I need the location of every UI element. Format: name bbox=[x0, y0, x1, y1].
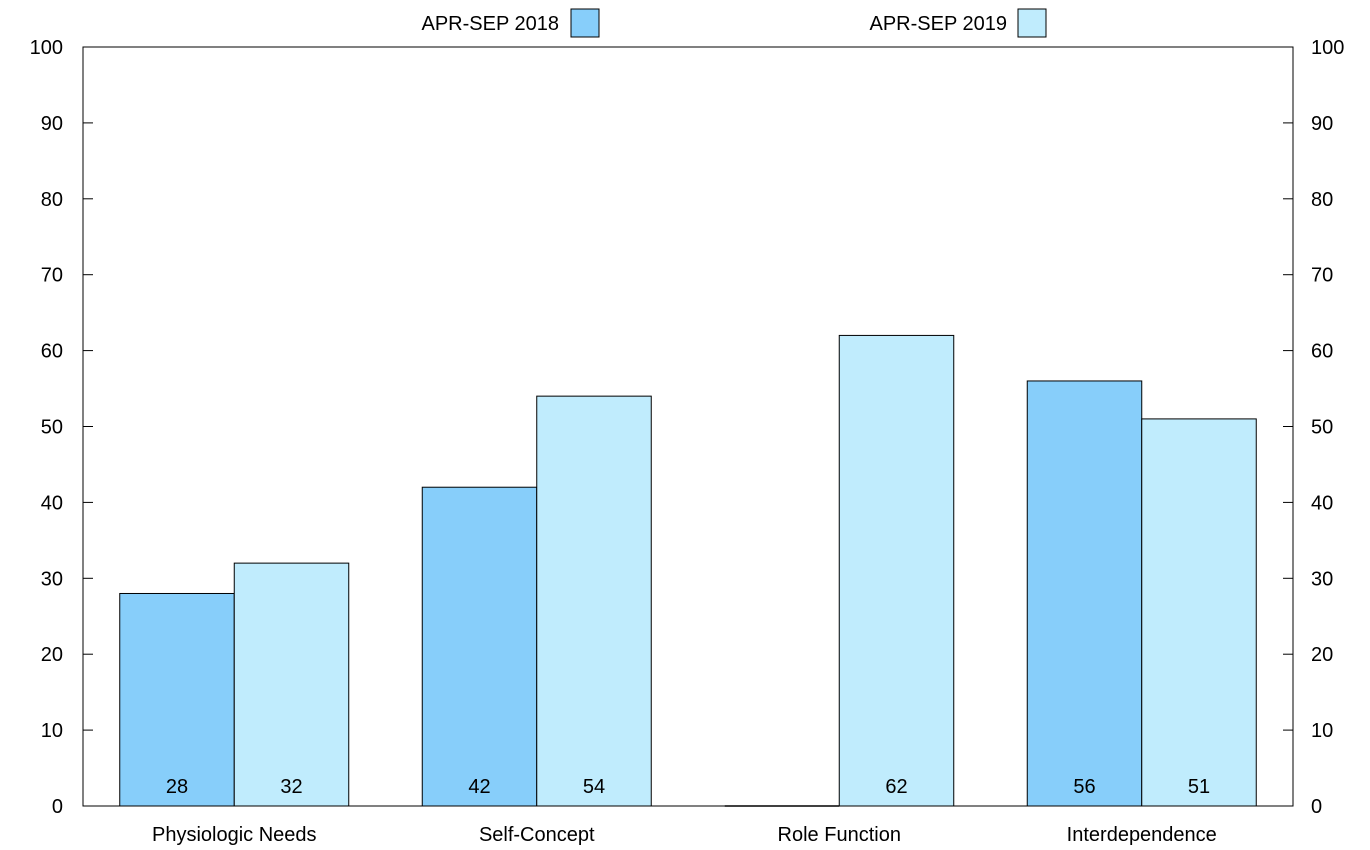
legend-label: APR-SEP 2019 bbox=[870, 13, 1008, 35]
y-tick-label-left: 90 bbox=[41, 113, 63, 135]
legend-swatch bbox=[570, 8, 600, 38]
value-label: 62 bbox=[885, 776, 907, 798]
value-labels: 28 32 42 54 62 56 51 bbox=[166, 776, 1210, 798]
y-tick-label-right: 30 bbox=[1311, 568, 1333, 590]
value-label: 32 bbox=[280, 776, 302, 798]
y-tick-label-right: 70 bbox=[1311, 265, 1333, 287]
y-tick-label-left: 100 bbox=[30, 37, 63, 59]
x-axis: Physiologic Needs Self-Concept Role Functi… bbox=[152, 824, 1217, 846]
y-tick-label-left: 20 bbox=[41, 644, 63, 666]
legend: APR-SEP 2018 APR-SEP 2019 bbox=[422, 8, 1047, 38]
bar-2019-self-concept bbox=[536, 395, 652, 807]
bar-2018-interdependence bbox=[1026, 380, 1143, 807]
y-tick-label-left: 50 bbox=[41, 417, 63, 439]
y-tick-label-left: 80 bbox=[41, 189, 63, 211]
value-label: 56 bbox=[1073, 776, 1095, 798]
y-tick-label-left: 0 bbox=[52, 796, 63, 818]
y-tick-label-right: 20 bbox=[1311, 644, 1333, 666]
y-tick-label-left: 70 bbox=[41, 265, 63, 287]
category-label: Physiologic Needs bbox=[152, 824, 317, 846]
category-label: Role Function bbox=[778, 824, 901, 846]
y-tick-label-right: 90 bbox=[1311, 113, 1333, 135]
y-tick-label-right: 100 bbox=[1311, 37, 1344, 59]
y-tick-label-right: 80 bbox=[1311, 189, 1333, 211]
legend-swatch bbox=[1017, 8, 1047, 38]
plot-frame bbox=[82, 46, 1294, 807]
y-tick-label-right: 0 bbox=[1311, 796, 1322, 818]
bar-2019-role-function bbox=[838, 334, 955, 807]
category-label: Self-Concept bbox=[479, 824, 595, 846]
y-tick-label-left: 40 bbox=[41, 492, 63, 514]
category-label: Interdependence bbox=[1067, 824, 1217, 846]
y-axis-left: 0 10 20 30 40 50 60 70 80 90 100 bbox=[30, 37, 93, 818]
y-tick-label-left: 60 bbox=[41, 341, 63, 363]
value-label: 54 bbox=[583, 776, 605, 798]
y-tick-label-right: 40 bbox=[1311, 492, 1333, 514]
value-label: 28 bbox=[166, 776, 188, 798]
value-label: 51 bbox=[1188, 776, 1210, 798]
y-tick-label-right: 60 bbox=[1311, 341, 1333, 363]
y-axis-right: 0 10 20 30 40 50 60 70 80 90 100 bbox=[1283, 37, 1344, 818]
legend-label: APR-SEP 2018 bbox=[422, 13, 560, 35]
y-tick-label-left: 30 bbox=[41, 568, 63, 590]
y-tick-label-right: 10 bbox=[1311, 720, 1333, 742]
value-label: 42 bbox=[468, 776, 490, 798]
bar-2018-physiologic-needs bbox=[119, 592, 235, 807]
y-tick-label-left: 10 bbox=[41, 720, 63, 742]
bar-2019-interdependence bbox=[1141, 418, 1257, 807]
bar-2019-physiologic-needs bbox=[233, 562, 350, 807]
bars bbox=[119, 334, 1257, 807]
bar-2018-self-concept bbox=[421, 486, 538, 807]
y-tick-label-right: 50 bbox=[1311, 417, 1333, 439]
